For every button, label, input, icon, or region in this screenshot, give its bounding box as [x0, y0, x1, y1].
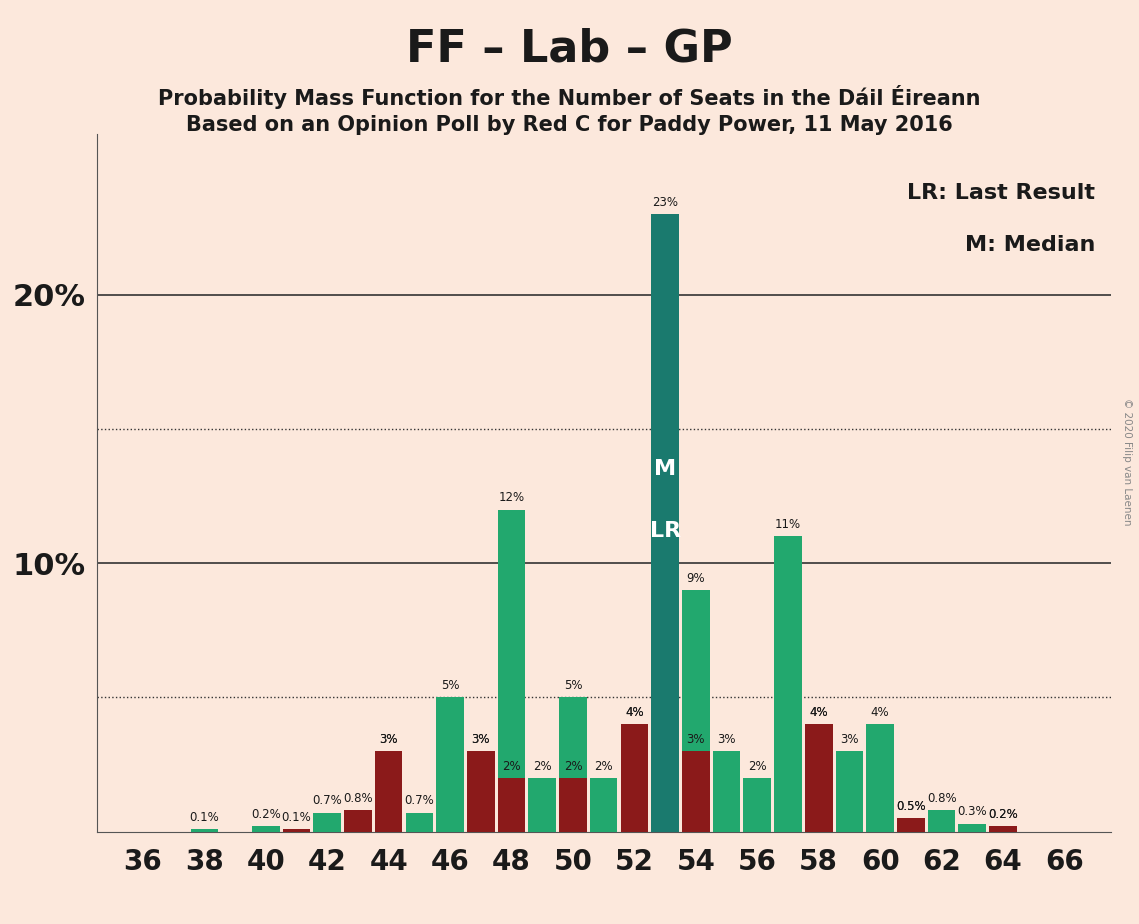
Text: 0.5%: 0.5% — [896, 800, 926, 813]
Text: 12%: 12% — [499, 492, 525, 505]
Bar — [744, 778, 771, 832]
Bar — [436, 698, 464, 832]
Bar — [313, 813, 341, 832]
Text: 5%: 5% — [441, 679, 459, 692]
Text: 2%: 2% — [502, 760, 521, 772]
Bar — [713, 751, 740, 832]
Bar — [682, 590, 710, 832]
Bar — [344, 810, 371, 832]
Text: 3%: 3% — [472, 733, 490, 746]
Bar — [958, 823, 986, 832]
Text: 0.8%: 0.8% — [927, 792, 957, 805]
Text: 9%: 9% — [687, 572, 705, 585]
Text: 3%: 3% — [379, 733, 398, 746]
Bar — [775, 537, 802, 832]
Text: 2%: 2% — [533, 760, 551, 772]
Bar — [805, 724, 833, 832]
Text: 3%: 3% — [718, 733, 736, 746]
Text: 0.7%: 0.7% — [404, 795, 434, 808]
Text: 5%: 5% — [564, 679, 582, 692]
Text: M: Median: M: Median — [965, 235, 1096, 255]
Bar — [559, 778, 587, 832]
Text: 11%: 11% — [775, 518, 801, 531]
Text: LR: LR — [649, 521, 681, 541]
Text: 3%: 3% — [687, 733, 705, 746]
Text: 3%: 3% — [841, 733, 859, 746]
Text: 0.5%: 0.5% — [896, 800, 926, 813]
Text: 0.2%: 0.2% — [251, 808, 280, 821]
Text: 0.2%: 0.2% — [989, 808, 1018, 821]
Bar — [805, 724, 833, 832]
Bar — [559, 698, 587, 832]
Text: 0.3%: 0.3% — [958, 805, 988, 818]
Text: Probability Mass Function for the Number of Seats in the Dáil Éireann: Probability Mass Function for the Number… — [158, 85, 981, 109]
Text: 3%: 3% — [472, 733, 490, 746]
Bar — [467, 751, 494, 832]
Bar — [989, 826, 1017, 832]
Bar — [989, 826, 1017, 832]
Bar — [375, 751, 402, 832]
Text: © 2020 Filip van Laenen: © 2020 Filip van Laenen — [1122, 398, 1132, 526]
Text: M: M — [654, 459, 677, 480]
Bar — [375, 751, 402, 832]
Bar — [252, 826, 279, 832]
Text: 0.8%: 0.8% — [343, 792, 372, 805]
Bar — [898, 818, 925, 832]
Text: 4%: 4% — [871, 706, 890, 719]
Bar — [467, 751, 494, 832]
Bar — [528, 778, 556, 832]
Bar — [498, 778, 525, 832]
Bar — [928, 810, 956, 832]
Text: 4%: 4% — [810, 706, 828, 719]
Text: 3%: 3% — [379, 733, 398, 746]
Bar — [590, 778, 617, 832]
Text: 23%: 23% — [653, 196, 678, 209]
Text: Based on an Opinion Poll by Red C for Paddy Power, 11 May 2016: Based on an Opinion Poll by Red C for Pa… — [186, 115, 953, 135]
Text: 2%: 2% — [564, 760, 582, 772]
Bar — [682, 751, 710, 832]
Text: 0.1%: 0.1% — [189, 810, 219, 823]
Bar — [190, 829, 219, 832]
Bar — [867, 724, 894, 832]
Bar — [405, 813, 433, 832]
Text: 0.7%: 0.7% — [312, 795, 342, 808]
Text: 0.2%: 0.2% — [989, 808, 1018, 821]
Bar — [282, 829, 310, 832]
Bar — [621, 724, 648, 832]
Text: 2%: 2% — [595, 760, 613, 772]
Bar — [652, 214, 679, 832]
Text: 4%: 4% — [810, 706, 828, 719]
Text: 4%: 4% — [625, 706, 644, 719]
Bar — [621, 724, 648, 832]
Text: LR: Last Result: LR: Last Result — [908, 183, 1096, 202]
Text: 2%: 2% — [748, 760, 767, 772]
Text: FF – Lab – GP: FF – Lab – GP — [407, 28, 732, 71]
Text: 0.1%: 0.1% — [281, 810, 311, 823]
Text: 4%: 4% — [625, 706, 644, 719]
Bar — [836, 751, 863, 832]
Bar — [898, 818, 925, 832]
Bar — [498, 510, 525, 832]
